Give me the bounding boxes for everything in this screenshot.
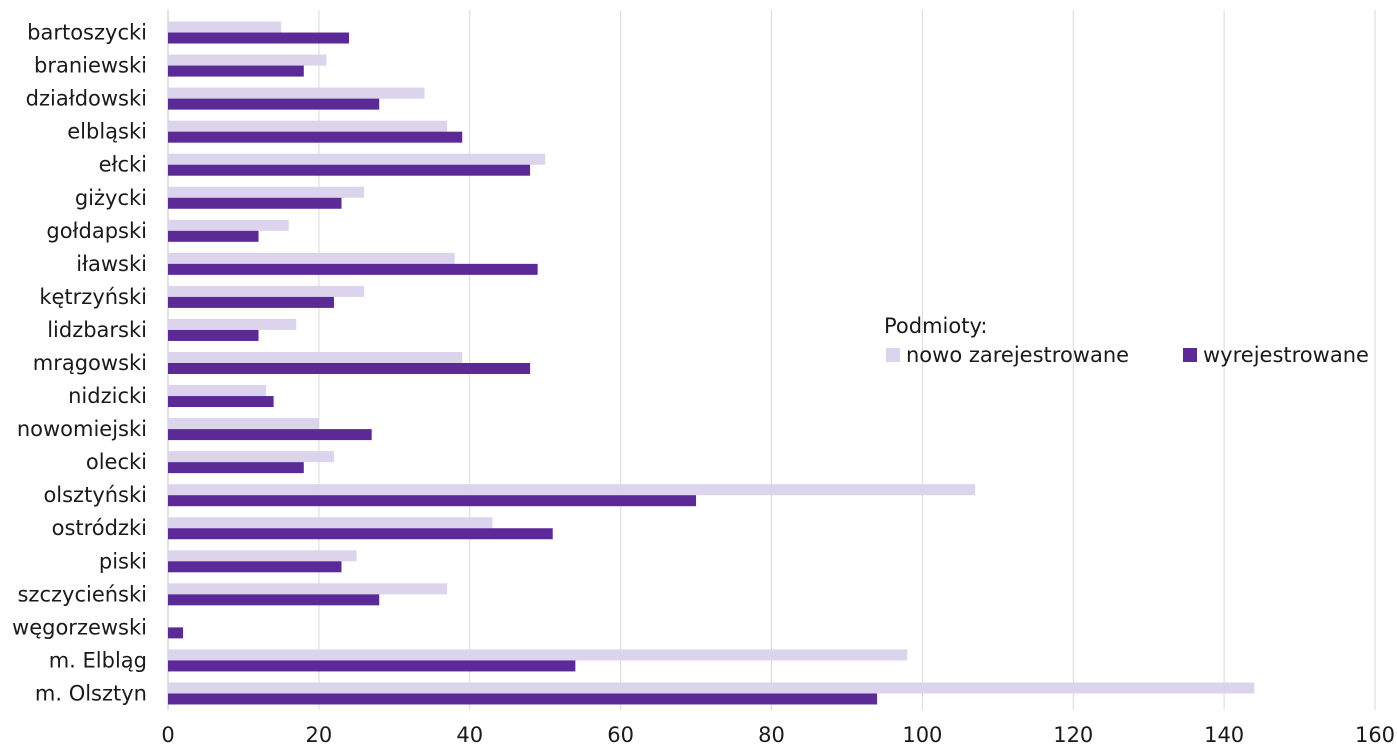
bar-deregistered bbox=[168, 462, 304, 474]
bar-new bbox=[168, 318, 297, 330]
bar-deregistered bbox=[168, 429, 372, 441]
x-tick-label: 0 bbox=[161, 723, 174, 747]
category-label: iławski bbox=[76, 252, 147, 276]
bar-new bbox=[168, 21, 282, 33]
bar-deregistered bbox=[168, 561, 342, 573]
category-label: węgorzewski bbox=[12, 615, 147, 639]
category-label: olecki bbox=[86, 450, 147, 474]
category-label: olsztyński bbox=[43, 483, 147, 507]
category-label: lidzbarski bbox=[47, 318, 147, 342]
bar-new bbox=[168, 186, 365, 198]
bar-new bbox=[168, 517, 493, 529]
bar-deregistered bbox=[168, 65, 304, 77]
bar-new bbox=[168, 418, 319, 430]
bar-new bbox=[168, 682, 1255, 694]
category-label: elbląski bbox=[67, 120, 147, 144]
x-tick-label: 40 bbox=[456, 723, 483, 747]
x-tick-label: 80 bbox=[758, 723, 785, 747]
category-label: m. Olsztyn bbox=[35, 681, 147, 705]
category-label: kętrzyński bbox=[39, 285, 147, 309]
bar-new bbox=[168, 352, 463, 363]
category-label: nowomiejski bbox=[17, 417, 147, 441]
bars bbox=[168, 21, 1255, 705]
category-label: piski bbox=[99, 549, 147, 573]
legend-title: Podmioty: bbox=[884, 314, 987, 338]
bar-new bbox=[168, 285, 365, 297]
x-tick-label: 120 bbox=[1053, 723, 1093, 747]
bar-deregistered bbox=[168, 197, 342, 209]
bar-deregistered bbox=[168, 594, 380, 606]
bar-new bbox=[168, 252, 455, 264]
legend-label-new: nowo zarejestrowane bbox=[906, 343, 1129, 367]
bar-deregistered bbox=[168, 32, 350, 44]
legend-label-deregistered: wyrejestrowane bbox=[1203, 343, 1369, 367]
category-label: szczycieński bbox=[17, 582, 147, 606]
bar-deregistered bbox=[168, 660, 576, 672]
category-label: ostródzki bbox=[52, 516, 147, 540]
category-label: m. Elbląg bbox=[49, 648, 147, 672]
bar-deregistered bbox=[168, 627, 184, 639]
category-label: ełcki bbox=[99, 153, 147, 177]
bar-new bbox=[168, 54, 327, 66]
category-label: giżycki bbox=[75, 186, 147, 210]
bar-deregistered bbox=[168, 230, 259, 242]
legend-swatch-deregistered bbox=[1183, 348, 1197, 362]
bar-new bbox=[168, 87, 425, 99]
bar-new bbox=[168, 451, 334, 463]
category-label: braniewski bbox=[34, 54, 147, 78]
category-label: bartoszycki bbox=[27, 21, 147, 45]
bar-new bbox=[168, 385, 267, 397]
category-label: mrągowski bbox=[33, 351, 147, 375]
bar-deregistered bbox=[168, 528, 553, 540]
x-tick-label: 60 bbox=[607, 723, 634, 747]
x-tick-label: 100 bbox=[902, 723, 942, 747]
x-tick-label: 20 bbox=[306, 723, 333, 747]
legend: Podmioty: nowo zarejestrowane wyrejestro… bbox=[884, 314, 1369, 367]
x-axis-tick-labels: 0 20 40 60 80 100 120 140 160 bbox=[161, 723, 1395, 747]
bar-deregistered bbox=[168, 363, 531, 374]
bar-new bbox=[168, 153, 546, 165]
bar-deregistered bbox=[168, 263, 538, 275]
category-label: gołdapski bbox=[46, 219, 147, 243]
bar-deregistered bbox=[168, 396, 274, 408]
x-tick-label: 160 bbox=[1355, 723, 1395, 747]
legend-swatch-new bbox=[886, 348, 900, 362]
bar-deregistered bbox=[168, 131, 463, 143]
bar-deregistered bbox=[168, 693, 878, 705]
bar-new bbox=[168, 550, 357, 562]
bar-new bbox=[168, 120, 448, 132]
bar-deregistered bbox=[168, 98, 380, 110]
category-label: działdowski bbox=[26, 87, 147, 111]
bar-deregistered bbox=[168, 329, 259, 341]
bar-new bbox=[168, 484, 976, 496]
bar-deregistered bbox=[168, 164, 531, 176]
bar-new bbox=[168, 583, 448, 595]
bar-deregistered bbox=[168, 495, 697, 507]
category-labels: bartoszycki braniewski działdowski elbląski… bbox=[12, 21, 147, 706]
bar-new bbox=[168, 649, 908, 661]
bar-deregistered bbox=[168, 296, 334, 308]
category-label: nidzicki bbox=[68, 384, 147, 408]
x-tick-label: 140 bbox=[1204, 723, 1244, 747]
bar-new bbox=[168, 219, 289, 231]
